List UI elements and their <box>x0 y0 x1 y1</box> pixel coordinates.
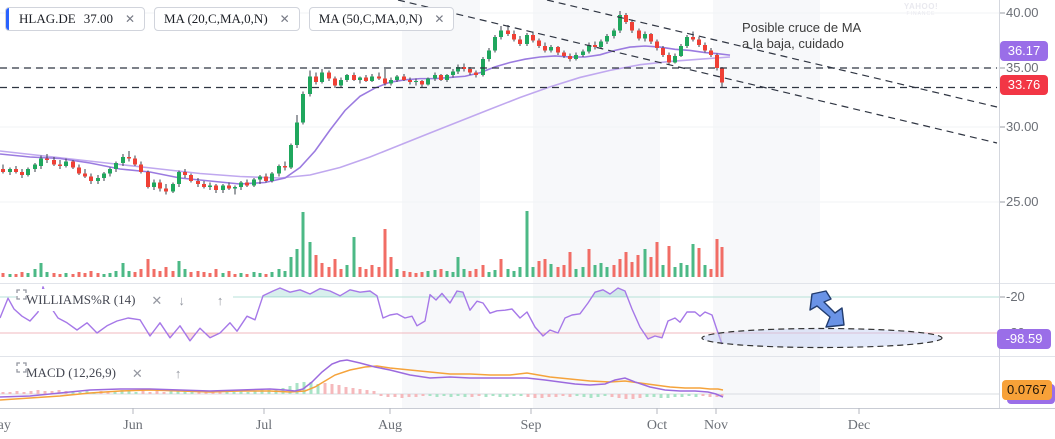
x-axis-label: Aug <box>377 418 403 433</box>
watermark-sub: FINANCE <box>906 11 936 17</box>
candles <box>1 10 724 195</box>
symbol-accent-bar <box>6 8 9 30</box>
axes <box>0 0 1055 414</box>
ma50-line[interactable] <box>0 56 731 179</box>
descending-trendline <box>397 0 998 144</box>
x-axis-label: Oct <box>646 418 668 433</box>
last-price-badge: 33.76 <box>1000 75 1048 95</box>
williams-oversold-fill <box>0 333 722 345</box>
ma50-chip[interactable]: MA (50,C,MA,0,N) ✕ <box>308 7 455 31</box>
symbol-chip[interactable]: HLAG.DE 37.00 ✕ <box>5 7 145 31</box>
x-axis-label: Dec <box>847 418 871 433</box>
move-up-icon[interactable]: ↑ <box>174 365 182 381</box>
x-axis-label: Jun <box>123 418 143 433</box>
williams-value-badge: -98.59 <box>997 329 1051 349</box>
x-axis-label: Nov <box>703 418 729 433</box>
annotation-line1: Posible cruce de MA <box>742 20 862 35</box>
y-axis-label: 30.00 <box>1006 119 1039 134</box>
x-axis-label: Sep <box>520 418 542 433</box>
chip-bar: HLAG.DE 37.00 ✕ MA (20,C,MA,0,N) ✕ MA (5… <box>5 7 455 31</box>
y-axis-label: 25.00 <box>1006 194 1039 209</box>
move-down-icon[interactable]: ↓ <box>178 292 185 308</box>
move-up-icon[interactable]: ↑ <box>216 292 224 308</box>
williams-line[interactable] <box>0 286 723 345</box>
down-arrow-drawing[interactable] <box>809 290 845 328</box>
symbol-name: HLAG.DE <box>19 11 76 26</box>
symbol-price: 37.00 <box>83 11 113 26</box>
close-icon[interactable]: ✕ <box>131 365 143 381</box>
ma-value-badge: 36.17 <box>1000 41 1048 61</box>
x-axis-label: Jul <box>255 418 273 433</box>
month-bands <box>402 0 820 408</box>
williams-title: WILLIAMS%R (14) <box>26 292 136 307</box>
macd-value-badge: 0.0767 <box>1002 380 1052 400</box>
annotation-line2: a la baja, cuidado <box>742 36 844 51</box>
williams-overbought-fill <box>0 286 722 297</box>
y-axis-label: -20 <box>1006 289 1025 304</box>
williams-indicator-label: WILLIAMS%R (14) ✕ ↓ ↑ <box>16 289 234 311</box>
y-axis-label: 35.00 <box>1006 60 1039 75</box>
macd-signal-line[interactable] <box>0 365 724 401</box>
volume-bars <box>1 211 724 277</box>
close-icon[interactable]: ✕ <box>151 292 163 308</box>
ma20-chip-label: MA (20,C,MA,0,N) <box>164 11 268 26</box>
macd-title: MACD (12,26,9) <box>26 365 116 380</box>
watermark: YAHOO! FINANCE <box>901 2 941 17</box>
highlight-ellipse[interactable] <box>701 327 943 349</box>
ma20-chip[interactable]: MA (20,C,MA,0,N) ✕ <box>154 7 300 31</box>
macd-indicator-label: MACD (12,26,9) ✕ ↑ <box>16 362 192 384</box>
descending-trendline <box>546 0 998 108</box>
annotation-text[interactable]: Posible cruce de MA a la baja, cuidado <box>742 20 861 52</box>
close-icon[interactable]: ✕ <box>124 12 135 26</box>
y-axis-label: 40.00 <box>1006 5 1039 20</box>
ma50-chip-label: MA (50,C,MA,0,N) <box>318 11 423 26</box>
close-icon[interactable]: ✕ <box>279 12 290 26</box>
x-axis-label: May <box>0 418 11 433</box>
watermark-brand: YAHOO! <box>903 2 939 11</box>
macd-histogram <box>1 382 724 399</box>
drawn-lines[interactable] <box>0 0 998 144</box>
macd-line[interactable] <box>0 359 724 398</box>
close-icon[interactable]: ✕ <box>434 12 445 26</box>
